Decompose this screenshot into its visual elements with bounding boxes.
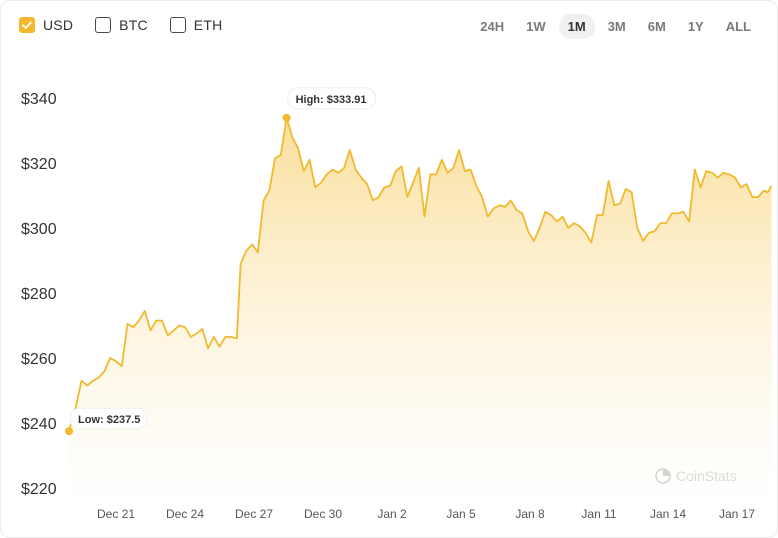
toggle-usd[interactable]: USD [19,17,73,33]
toggle-btc[interactable]: BTC [95,17,148,33]
range-3m-button[interactable]: 3M [607,19,626,34]
annotation-bubble [287,87,377,110]
y-tick-label: $240 [21,416,57,433]
annotation-marker [65,427,74,436]
checkbox-empty-icon[interactable] [169,17,186,33]
annotation-marker [282,113,291,122]
x-tick-label: Jan 11 [581,507,616,521]
price-area [69,117,772,509]
x-axis: Dec 21 Dec 24 Dec 27 Dec 30 Jan 2 Jan 5 Jan 8 J… [97,507,755,521]
x-tick-label: Dec 21 [97,507,135,521]
x-tick-label: Jan 5 [446,507,476,521]
range-1m-button[interactable]: 1M [558,14,595,39]
y-tick-label: $220 [21,481,57,498]
toggle-label: USD [43,17,74,33]
toggle-label: ETH [193,17,223,33]
y-tick-label: $260 [21,351,57,368]
annotation-label: Low: $237.5 [78,414,140,426]
y-tick-label: $320 [21,156,57,173]
coinstats-logo-icon [655,468,671,484]
annotation-bubble [69,407,148,430]
x-tick-label: Jan 8 [515,507,545,521]
x-tick-label: Jan 14 [650,507,686,521]
range-1w-button[interactable]: 1W [526,19,546,34]
x-tick-label: Jan 2 [377,507,407,521]
x-tick-label: Dec 30 [304,507,342,521]
annotations: High: $333.91 Low: $237.5 [65,87,377,436]
y-tick-label: $300 [21,221,57,238]
range-1y-button[interactable]: 1Y [687,19,704,34]
y-tick-label: $280 [21,286,57,303]
price-line [68,116,773,432]
watermark-text: CoinStats [676,468,737,484]
toggle-eth[interactable]: ETH [169,17,223,33]
x-tick-label: Dec 27 [235,507,273,521]
coinstats-watermark: CoinStats [655,468,737,484]
range-all-button[interactable]: ALL [725,19,751,34]
currency-toggles: USD BTC ETH [19,17,222,33]
annotation-label: High: $333.91 [296,94,367,106]
x-tick-label: Jan 17 [719,507,755,521]
x-tick-label: Dec 24 [166,507,204,521]
time-range-selector: 24H 1W 1M 3M 6M 1Y ALL [471,14,760,39]
range-24h-button[interactable]: 24H [480,19,505,34]
checkbox-checked-icon[interactable] [19,17,35,33]
y-tick-label: $340 [21,91,57,108]
y-axis: $220 $240 $260 $280 $300 $320 $340 [21,91,57,498]
range-6m-button[interactable]: 6M [647,19,666,34]
checkbox-empty-icon[interactable] [95,17,112,33]
toggle-label: BTC [119,17,148,33]
